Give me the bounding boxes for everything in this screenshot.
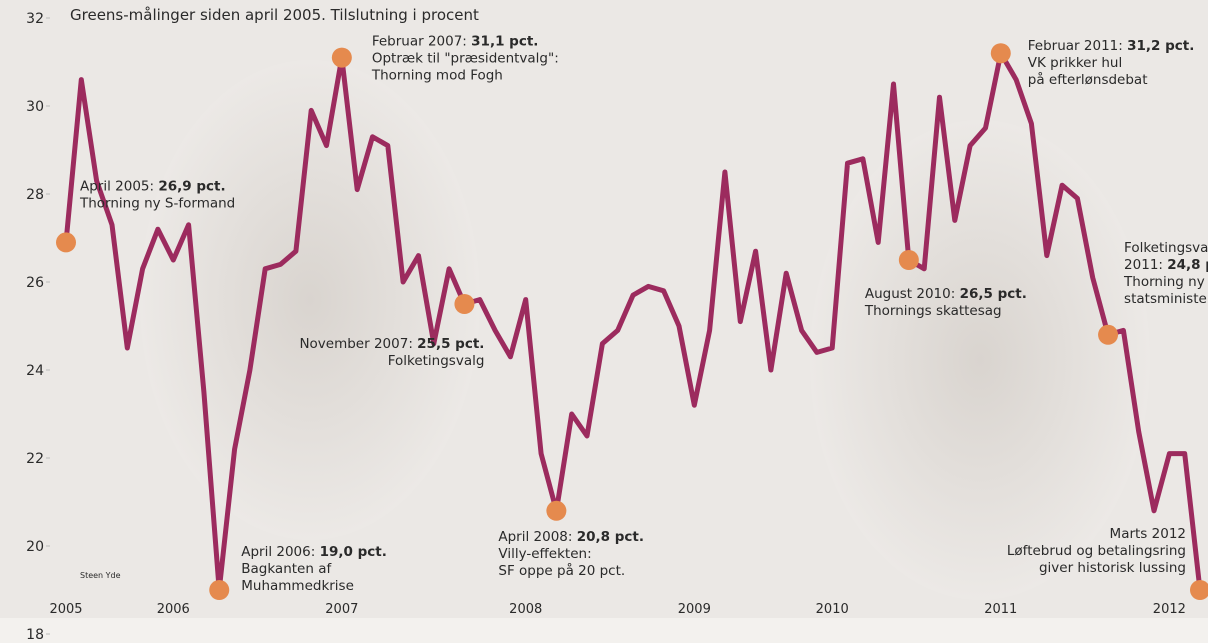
annotation: Løftebrud og betalingsring	[1007, 543, 1186, 559]
annotation-text: 26,9 pct.	[158, 178, 225, 194]
y-tick-label: 26	[26, 275, 44, 291]
annotation-text: Thorning ny S-formand	[79, 195, 235, 211]
point-marker	[1098, 325, 1118, 345]
annotation-text: Villy-effekten:	[498, 546, 591, 562]
month-strip	[0, 618, 1208, 643]
annotation-text: Februar 2011:	[1028, 38, 1127, 54]
annotation: April 2008: 20,8 pct.	[498, 529, 644, 545]
y-tick-label: 22	[26, 451, 44, 467]
x-tick-label: 2008	[509, 602, 542, 617]
annotation-text: Thornings skattesag	[864, 303, 1002, 319]
annotation-text: April 2006:	[241, 544, 319, 560]
annotation-text: giver historisk lussing	[1039, 560, 1186, 576]
annotation-text: på efterlønsdebat	[1028, 71, 1148, 88]
point-marker	[546, 501, 566, 521]
annotation-text: 25,5 pct.	[417, 336, 484, 352]
annotation: giver historisk lussing	[1039, 560, 1186, 576]
annotation: på efterlønsdebat	[1028, 71, 1148, 88]
annotation: 2011: 24,8 pct.	[1124, 257, 1208, 273]
chart-title: Greens-målinger siden april 2005. Tilslu…	[70, 6, 479, 24]
annotation: Folketingsvalg	[1124, 240, 1208, 256]
annotation: April 2005: 26,9 pct.	[80, 178, 226, 194]
point-marker	[991, 43, 1011, 63]
annotation-text: August 2010:	[865, 286, 960, 302]
annotation: Muhammedkrise	[241, 578, 354, 594]
annotation-text: Løftebrud og betalingsring	[1007, 543, 1186, 559]
x-tick-label: 2011	[984, 602, 1017, 617]
annotation: Folketingsvalg	[388, 353, 485, 369]
annotation-text: April 2008:	[498, 529, 576, 545]
annotation-text: 2011:	[1124, 257, 1167, 273]
annotation-text: 20,8 pct.	[577, 529, 644, 545]
point-marker	[899, 250, 919, 270]
chart: Greens-målinger siden april 2005. Tilslu…	[0, 0, 1208, 643]
annotation-text: April 2005:	[80, 178, 158, 194]
annotation: Bagkanten af	[241, 561, 332, 577]
y-tick-label: 30	[26, 99, 44, 115]
annotation-text: 19,0 pct.	[320, 544, 387, 560]
point-marker	[209, 580, 229, 600]
annotation: Optræk til "præsidentvalg":	[372, 51, 559, 67]
annotation-text: Februar 2007:	[372, 34, 471, 50]
x-tick-label: 2012	[1153, 602, 1186, 617]
y-tick-label: 24	[26, 363, 44, 379]
annotation-text: Marts 2012	[1110, 526, 1186, 542]
photo-credit: Steen Yde	[80, 571, 121, 580]
annotation: April 2006: 19,0 pct.	[241, 544, 387, 560]
annotation-text: 31,2 pct.	[1127, 38, 1194, 54]
annotation: statsminister	[1124, 291, 1208, 307]
x-tick-label: 2007	[325, 602, 358, 617]
annotation: Thorning mod Fogh	[371, 68, 503, 84]
annotation-text: Optræk til "præsidentvalg":	[372, 51, 559, 67]
annotation-text: Bagkanten af	[241, 561, 332, 577]
annotation-text: VK prikker hul	[1028, 55, 1122, 71]
annotation-text: 31,1 pct.	[471, 34, 538, 50]
annotation: November 2007: 25,5 pct.	[299, 336, 484, 352]
x-tick-label: 2009	[678, 602, 711, 617]
annotation: Thorning ny	[1123, 274, 1205, 290]
annotation-text: Thorning ny	[1123, 274, 1205, 290]
annotation-text: Folketingsvalg	[1124, 240, 1208, 256]
annotation: Thornings skattesag	[864, 303, 1002, 319]
annotation-text: statsminister	[1124, 291, 1208, 307]
y-tick-label: 20	[26, 539, 44, 555]
x-tick-label: 2005	[49, 602, 82, 617]
annotation-text: Thorning mod Fogh	[371, 68, 503, 84]
point-marker	[332, 48, 352, 68]
annotation: August 2010: 26,5 pct.	[865, 286, 1027, 302]
point-marker	[454, 294, 474, 314]
annotation: Thorning ny S-formand	[79, 195, 235, 211]
y-tick-label: 28	[26, 187, 44, 203]
annotation: VK prikker hul	[1028, 55, 1122, 71]
annotation: Villy-effekten:	[498, 546, 591, 562]
annotation-text: SF oppe på 20 pct.	[498, 562, 625, 579]
annotation-text: 26,5 pct.	[960, 286, 1027, 302]
annotation-text: 24,8 pct.	[1167, 257, 1208, 273]
annotation: Februar 2011: 31,2 pct.	[1028, 38, 1195, 54]
annotation: Februar 2007: 31,1 pct.	[372, 34, 539, 50]
photo-shade	[810, 120, 1150, 600]
annotation: Marts 2012	[1110, 526, 1186, 542]
y-tick-label: 32	[26, 11, 44, 27]
x-tick-label: 2006	[157, 602, 190, 617]
annotation: SF oppe på 20 pct.	[498, 562, 625, 579]
x-tick-label: 2010	[816, 602, 849, 617]
annotation-text: Folketingsvalg	[388, 353, 485, 369]
y-tick-label: 18	[26, 627, 44, 643]
annotation-text: Muhammedkrise	[241, 578, 354, 594]
point-marker	[56, 232, 76, 252]
annotation-text: November 2007:	[299, 336, 417, 352]
